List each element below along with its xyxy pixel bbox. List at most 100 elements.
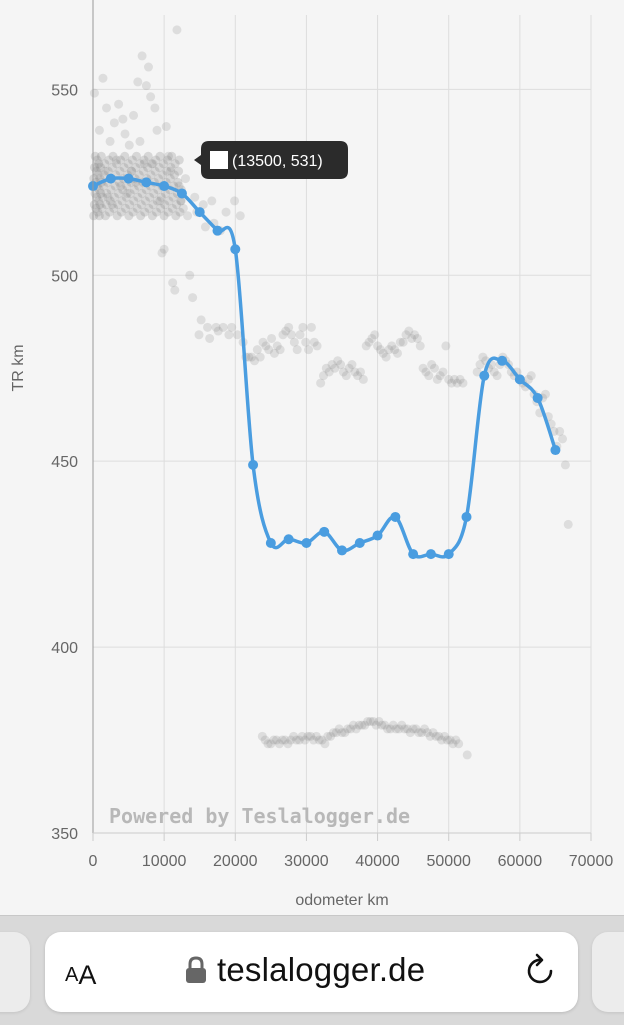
scatter-point [292, 345, 302, 355]
scatter-point [158, 170, 168, 180]
scatter-point [421, 367, 431, 377]
scatter-point [431, 731, 441, 741]
scatter-point [378, 348, 388, 358]
scatter-point [125, 200, 135, 210]
y-tick-label: 500 [51, 268, 78, 285]
address-bar[interactable]: A A teslalogger.de [45, 932, 578, 1012]
scatter-point [116, 155, 126, 165]
scatter-point [405, 728, 415, 738]
scatter-point [113, 200, 123, 210]
scatter-point [385, 724, 395, 734]
scatter-point [152, 125, 162, 135]
scatter-point [129, 110, 139, 120]
scatter-point [172, 200, 182, 210]
scatter-point [317, 735, 327, 745]
chart-area: 0 10000 20000 30000 40000 50000 60000 70000 350 4… [10, 0, 614, 909]
scatter-point [462, 750, 472, 760]
scatter-point [93, 207, 103, 217]
scatter-point [146, 170, 156, 180]
scatter-point [331, 728, 341, 738]
scatter-point [89, 200, 99, 210]
scatter-point [347, 360, 357, 370]
scatter-point [348, 720, 358, 730]
scatter-point [540, 389, 550, 399]
trend-point [532, 392, 543, 403]
scatter-point [122, 188, 132, 198]
scatter-point [114, 99, 124, 109]
scatter-point [152, 207, 162, 217]
scatter-point [141, 185, 151, 195]
scatter-point [114, 188, 124, 198]
scatter-point [388, 720, 398, 730]
next-tab-pill[interactable] [592, 932, 624, 1012]
scatter-point [140, 196, 150, 206]
tooltip: (13500, 531) [194, 141, 348, 179]
text-size-button[interactable]: A A [65, 954, 115, 990]
scatter-point [96, 188, 106, 198]
scatter-point [415, 341, 425, 351]
scatter-point [232, 330, 242, 340]
previous-tab-pill[interactable] [0, 932, 30, 1012]
scatter-point [211, 322, 221, 332]
scatter-point [120, 129, 130, 139]
scatter-point [149, 188, 159, 198]
x-axis-title: odometer km [295, 892, 388, 909]
scatter-point [489, 367, 499, 377]
scatter-point [454, 739, 464, 749]
scatter-point [137, 51, 147, 61]
scatter-point [289, 731, 299, 741]
scatter-point [102, 188, 112, 198]
scatter-point [324, 367, 334, 377]
scatter-point [294, 735, 304, 745]
scatter-point [158, 159, 168, 169]
scatter-point [441, 341, 451, 351]
scatter-point [391, 724, 401, 734]
scatter-point [340, 728, 350, 738]
scatter-point [90, 162, 100, 172]
scatter-point [188, 293, 198, 303]
scatter-point [344, 363, 354, 373]
scatter-point [160, 200, 170, 210]
scatter-point [167, 203, 177, 213]
scatter-point [98, 73, 108, 83]
scatter-point [92, 192, 102, 202]
y-tick-label: 550 [51, 82, 78, 99]
scatter-point [432, 374, 442, 384]
scatter-point [523, 374, 533, 384]
scatter-point [92, 155, 102, 165]
reload-button[interactable] [523, 952, 559, 988]
scatter-point [353, 371, 363, 381]
scatter-point [277, 735, 287, 745]
scatter-point [384, 345, 394, 355]
scatter-point [447, 378, 457, 388]
scatter-point [309, 337, 319, 347]
scatter-point [194, 330, 204, 340]
scatter-point [137, 188, 147, 198]
scatter-point [127, 166, 137, 176]
trend-point [141, 177, 152, 188]
url-field[interactable]: teslalogger.de [185, 950, 425, 990]
browser-bottom-bar: A A teslalogger.de [0, 915, 624, 1025]
scatter-point [180, 174, 190, 184]
scatter-point [173, 177, 183, 187]
scatter-point [94, 211, 104, 221]
scatter-point [198, 200, 208, 210]
reload-icon [527, 953, 553, 984]
scatter-point [109, 192, 119, 202]
scatter-point [166, 166, 176, 176]
scatter-point [213, 326, 223, 336]
scatter-point [190, 192, 200, 202]
scatter-point [170, 285, 180, 295]
trend-point [248, 459, 259, 470]
scatter-point [309, 735, 319, 745]
scatter-point [185, 270, 195, 280]
scatter-point [151, 155, 161, 165]
scatter-point [429, 363, 439, 373]
scatter-point [445, 735, 455, 745]
scatter-point [361, 341, 371, 351]
scatter-point [363, 716, 373, 726]
scatter-point [135, 159, 145, 169]
scatter-point [105, 196, 115, 206]
scatter-point [427, 360, 437, 370]
scatter-point [336, 360, 346, 370]
